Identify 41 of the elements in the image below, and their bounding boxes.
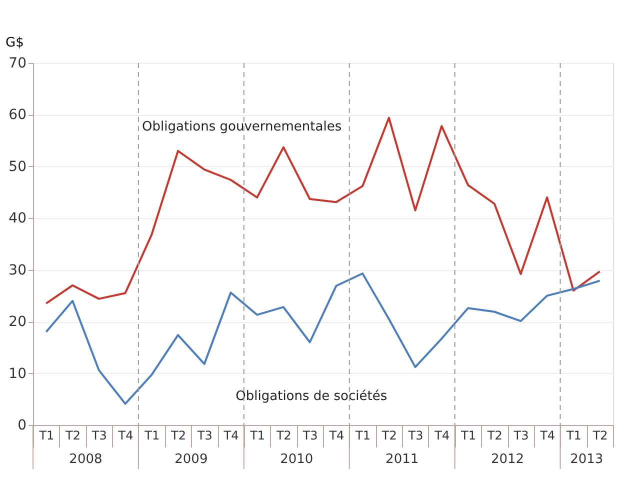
y-tick-label: 10	[8, 366, 26, 382]
x-tick-label: T4	[222, 428, 239, 442]
x-tick-label: T1	[565, 428, 582, 442]
x-tick-label: T1	[354, 428, 371, 442]
x-tick-label: T2	[486, 428, 502, 442]
x-tick-label: T1	[38, 428, 54, 442]
x-tick-label: T1	[144, 428, 160, 442]
text: 2013	[570, 452, 604, 467]
x-tick-label: T3	[196, 428, 212, 442]
x-tick-label: T2	[275, 428, 292, 442]
y-tick-label: 0	[18, 418, 26, 434]
x-tick-label: T2	[170, 428, 186, 442]
y-tick-label: 50	[8, 158, 26, 175]
x-tick-label: T3	[512, 428, 529, 442]
text: 2009	[174, 452, 208, 467]
x-tick-label: T4	[117, 428, 134, 442]
text: 2012	[491, 452, 524, 467]
y-axis-title: G$	[6, 36, 24, 50]
y-tick-label: 70	[8, 56, 26, 72]
x-tick-label: T4	[434, 428, 450, 442]
x-tick-label: T4	[328, 428, 344, 442]
line-series	[45, 116, 601, 304]
y-tick-label: 60	[8, 107, 26, 124]
x-tick-label: T2	[592, 428, 608, 442]
x-tick-label: T1	[460, 428, 476, 442]
x-tick-label: T3	[407, 428, 424, 442]
text: 2010	[280, 452, 314, 467]
y-tick-label: 30	[8, 262, 26, 278]
y-tick-label: 20	[8, 314, 26, 330]
text: Obligations gouvernementales	[142, 119, 342, 134]
text: 2008	[69, 452, 102, 467]
x-tick-label: T3	[302, 428, 318, 442]
text: Obligations de sociétés	[236, 389, 388, 404]
x-tick-label: T3	[90, 428, 107, 442]
x-tick-label: T1	[249, 428, 266, 442]
text: 2011	[386, 452, 419, 467]
y-tick-label: 40	[8, 210, 26, 227]
x-tick-label: T4	[539, 428, 556, 442]
x-tick-label: T2	[380, 428, 397, 442]
x-tick-label: T2	[64, 428, 81, 442]
line-series	[45, 272, 601, 405]
